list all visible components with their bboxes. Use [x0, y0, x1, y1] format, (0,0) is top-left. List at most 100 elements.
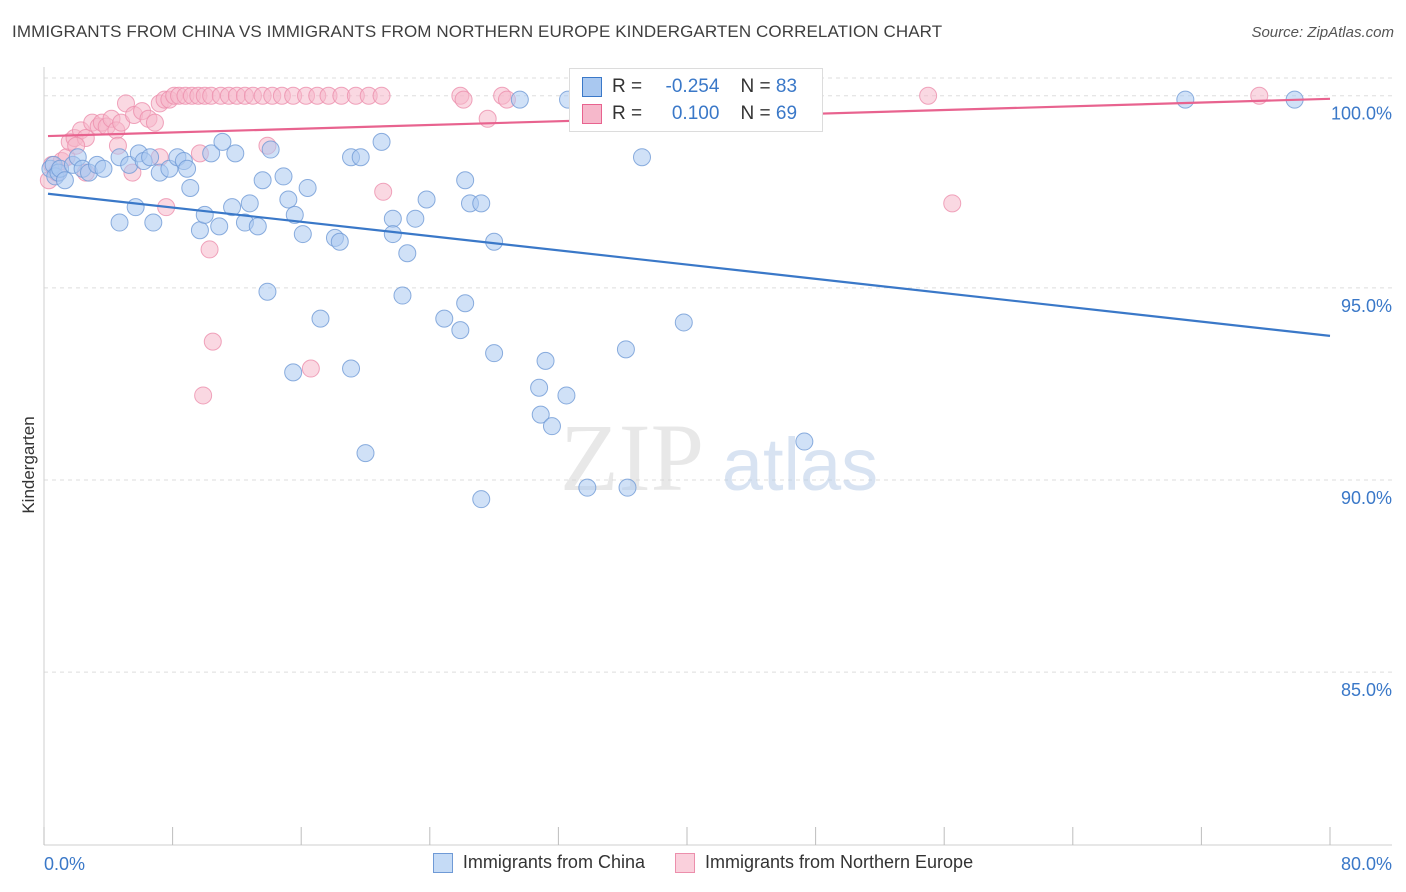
y-tick-label: 100.0% — [1331, 104, 1392, 124]
legend-r-label: R = — [612, 103, 643, 124]
china-point — [195, 205, 214, 224]
series-china-points — [41, 90, 1304, 509]
china-point — [248, 217, 267, 236]
china-point — [226, 144, 245, 163]
china-point — [383, 225, 402, 244]
northern-europe-point — [943, 194, 962, 213]
chart-title: IMMIGRANTS FROM CHINA VS IMMIGRANTS FROM… — [12, 22, 943, 41]
china-point — [485, 344, 504, 363]
northern-europe-point — [200, 240, 219, 259]
china-point — [510, 90, 529, 109]
china-point — [126, 198, 145, 217]
china-point — [456, 294, 475, 313]
china-point — [1176, 90, 1195, 109]
china-point — [293, 225, 312, 244]
legend-r-label: R = — [612, 76, 643, 97]
northern-europe-point — [203, 332, 222, 351]
china-point — [632, 148, 651, 167]
china-point — [536, 351, 555, 370]
china-point — [372, 132, 391, 151]
northern-europe-point — [454, 90, 473, 109]
legend-label-china: Immigrants from China — [462, 852, 645, 872]
china-point — [240, 194, 259, 213]
china-point — [223, 198, 242, 217]
legend-item-northern-europe: Immigrants from Northern Europe — [674, 852, 974, 873]
northern-europe-point — [919, 86, 938, 105]
china-point — [178, 159, 197, 178]
china-point — [202, 144, 221, 163]
china-point — [181, 178, 200, 197]
china-point — [213, 132, 232, 151]
china-point — [342, 359, 361, 378]
china-point — [261, 140, 280, 159]
northern-europe-point — [301, 359, 320, 378]
china-point — [472, 194, 491, 213]
legend-r-value: 0.100 — [671, 103, 720, 124]
china-point — [330, 232, 349, 251]
china-point — [253, 171, 272, 190]
legend-n-label: N = — [740, 103, 771, 124]
china-point — [55, 171, 74, 190]
china-point — [795, 432, 814, 451]
legend-n-value: 83 — [775, 76, 798, 97]
gridlines — [44, 77, 1392, 673]
correlation-legend: R = -0.254 N = 83 R = 0.100 N = 69 — [569, 68, 823, 132]
china-point — [472, 490, 491, 509]
china-point — [94, 159, 113, 178]
china-point — [393, 286, 412, 305]
china-point — [110, 213, 129, 232]
china-point — [530, 378, 549, 397]
china-trend-line — [47, 192, 1331, 337]
china-point — [284, 363, 303, 382]
china-point — [258, 282, 277, 301]
northern-europe-point — [374, 182, 393, 201]
china-point — [616, 340, 635, 359]
china-point — [674, 313, 693, 332]
legend-n-value: 69 — [775, 103, 798, 124]
legend-swatch-china — [582, 77, 602, 97]
y-tick-label: 90.0% — [1341, 488, 1392, 508]
china-point — [542, 417, 561, 436]
china-point — [356, 444, 375, 463]
x-tick-label: 80.0% — [1341, 854, 1392, 874]
legend-r-value: -0.254 — [665, 76, 720, 97]
legend-swatch-northern-europe — [674, 852, 695, 873]
series-legend: Immigrants from China Immigrants from No… — [0, 852, 1406, 873]
legend-swatch-northern-europe — [582, 104, 602, 124]
china-point — [456, 171, 475, 190]
x-tick-label: 0.0% — [44, 854, 85, 874]
china-point — [298, 178, 317, 197]
northern-europe-point — [478, 109, 497, 128]
legend-row-china: R = -0.254 N = 83 — [582, 75, 797, 99]
watermark: ZIP atlas — [560, 404, 878, 511]
china-point — [210, 217, 229, 236]
northern-europe-point — [372, 86, 391, 105]
china-point — [406, 209, 425, 228]
china-point — [557, 386, 576, 405]
china-point — [618, 478, 637, 497]
china-point — [285, 205, 304, 224]
china-point — [190, 221, 209, 240]
y-tick-label: 85.0% — [1341, 680, 1392, 700]
china-point — [398, 244, 417, 263]
northern-europe-point — [145, 113, 164, 132]
china-point — [279, 190, 298, 209]
china-point — [417, 190, 436, 209]
china-point — [141, 148, 160, 167]
northern-europe-point — [194, 386, 213, 405]
legend-label-northern-europe: Immigrants from Northern Europe — [704, 852, 974, 872]
china-point — [383, 209, 402, 228]
legend-n-label: N = — [740, 76, 771, 97]
china-point — [311, 309, 330, 328]
china-point — [451, 321, 470, 340]
china-point — [435, 309, 454, 328]
china-point — [578, 478, 597, 497]
china-point — [144, 213, 163, 232]
y-tick-label: 95.0% — [1341, 296, 1392, 316]
china-point — [274, 167, 293, 186]
china-point — [531, 405, 550, 424]
legend-item-china: Immigrants from China — [432, 852, 645, 873]
legend-row-northern-europe: R = 0.100 N = 69 — [582, 102, 797, 126]
china-point — [351, 148, 370, 167]
